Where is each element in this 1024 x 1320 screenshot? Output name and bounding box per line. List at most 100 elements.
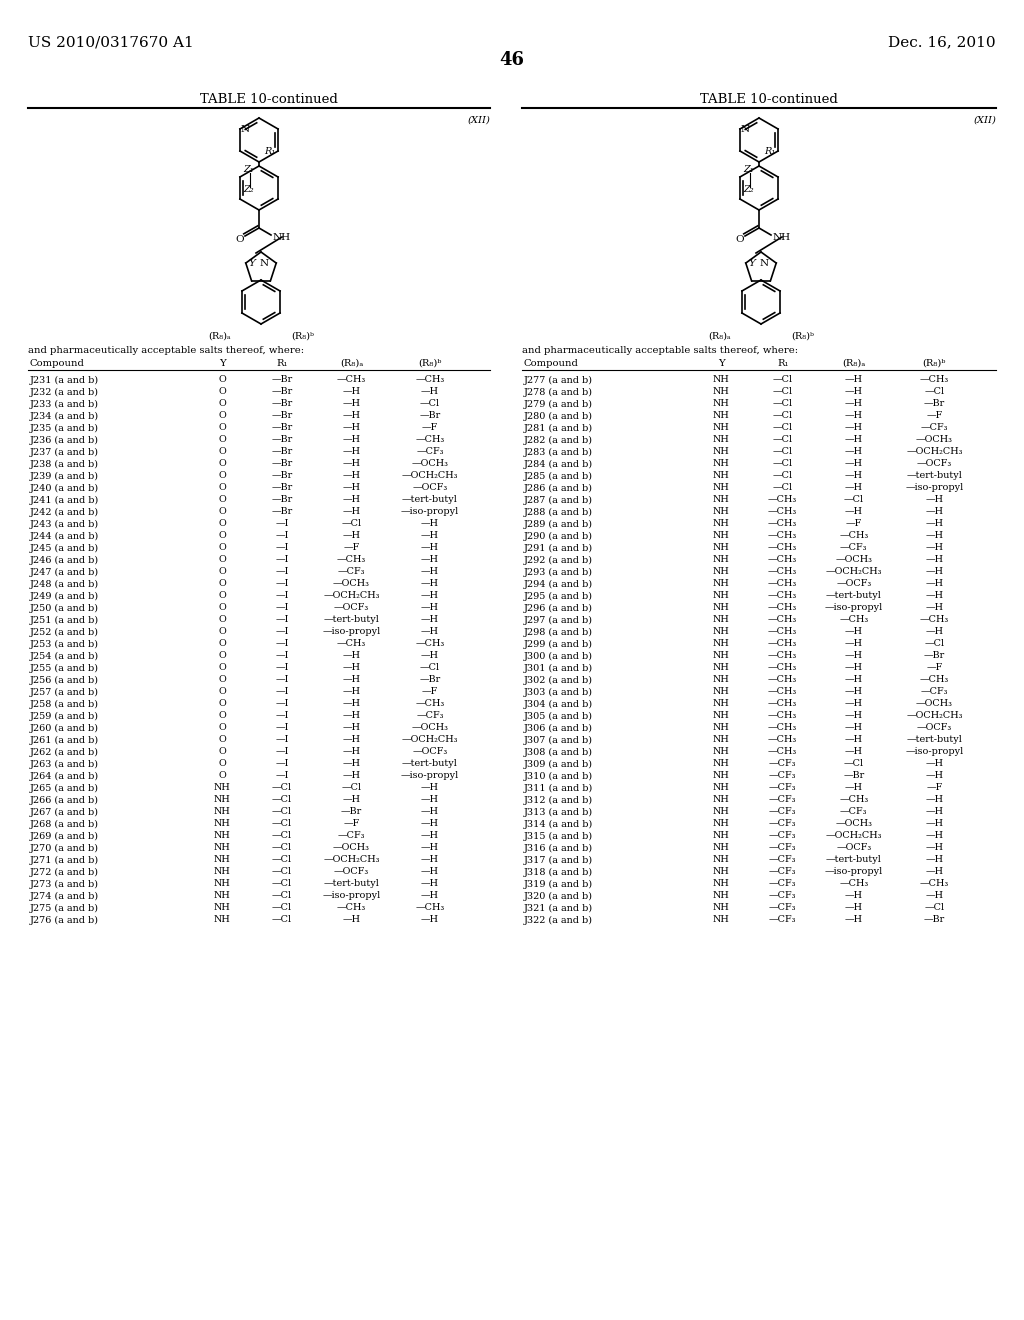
Text: (R₈)ₐ: (R₈)ₐ	[208, 333, 231, 341]
Text: —Cl: —Cl	[773, 483, 793, 492]
Text: —OCH₃: —OCH₃	[412, 723, 449, 733]
Text: —CH₃: —CH₃	[840, 879, 868, 888]
Text: —H: —H	[421, 520, 439, 528]
Text: —H: —H	[421, 855, 439, 865]
Text: —Br: —Br	[271, 507, 293, 516]
Text: O: O	[218, 495, 226, 504]
Text: —H: —H	[926, 544, 943, 553]
Text: —H: —H	[421, 867, 439, 876]
Text: J319 (a and b): J319 (a and b)	[524, 879, 593, 888]
Text: J302 (a and b): J302 (a and b)	[524, 676, 593, 685]
Text: NH: NH	[713, 375, 729, 384]
Text: NH: NH	[713, 400, 729, 408]
Text: O: O	[218, 388, 226, 396]
Text: J250 (a and b): J250 (a and b)	[30, 603, 99, 612]
Text: (R₈)ᵇ: (R₈)ᵇ	[418, 359, 441, 368]
Text: J235 (a and b): J235 (a and b)	[30, 424, 99, 433]
Text: —CH₃: —CH₃	[768, 711, 798, 721]
Text: (R₈)ₐ: (R₈)ₐ	[709, 333, 731, 341]
Text: NH: NH	[713, 483, 729, 492]
Text: —CH₃: —CH₃	[920, 676, 949, 685]
Text: —CH₃: —CH₃	[768, 627, 798, 636]
Text: NH: NH	[713, 688, 729, 697]
Text: O: O	[218, 735, 226, 744]
Text: NH: NH	[713, 723, 729, 733]
Text: —I: —I	[275, 735, 289, 744]
Text: J255 (a and b): J255 (a and b)	[30, 664, 99, 673]
Text: J266 (a and b): J266 (a and b)	[30, 796, 99, 805]
Text: —I: —I	[275, 568, 289, 577]
Text: —I: —I	[275, 627, 289, 636]
Text: O: O	[218, 771, 226, 780]
Text: J282 (a and b): J282 (a and b)	[524, 436, 593, 445]
Text: —CH₃: —CH₃	[768, 544, 798, 553]
Text: —H: —H	[845, 507, 863, 516]
Text: —CF₃: —CF₃	[769, 832, 797, 841]
Text: (XII): (XII)	[973, 116, 996, 125]
Text: —H: —H	[421, 879, 439, 888]
Text: NH: NH	[713, 388, 729, 396]
Text: —iso-propyl: —iso-propyl	[824, 867, 883, 876]
Text: —H: —H	[342, 759, 360, 768]
Text: —tert-butyl: —tert-butyl	[324, 615, 379, 624]
Text: —OCH₃: —OCH₃	[333, 579, 370, 589]
Text: —CF₃: —CF₃	[769, 843, 797, 853]
Text: —I: —I	[275, 579, 289, 589]
Text: —Cl: —Cl	[272, 832, 292, 841]
Text: NH: NH	[713, 495, 729, 504]
Text: —H: —H	[845, 483, 863, 492]
Text: O: O	[218, 723, 226, 733]
Text: —I: —I	[275, 771, 289, 780]
Text: NH: NH	[214, 891, 230, 900]
Text: J307 (a and b): J307 (a and b)	[524, 735, 593, 744]
Text: —Cl: —Cl	[773, 459, 793, 469]
Text: —CH₃: —CH₃	[768, 495, 798, 504]
Text: —H: —H	[421, 652, 439, 660]
Text: —OCH₂CH₃: —OCH₂CH₃	[906, 711, 963, 721]
Text: O: O	[218, 556, 226, 565]
Text: NH: NH	[713, 436, 729, 445]
Text: NH: NH	[214, 916, 230, 924]
Text: —CH₃: —CH₃	[768, 556, 798, 565]
Text: —OCF₃: —OCF₃	[837, 843, 871, 853]
Text: —H: —H	[926, 568, 943, 577]
Text: J257 (a and b): J257 (a and b)	[30, 688, 99, 697]
Text: NH: NH	[713, 664, 729, 672]
Text: NH: NH	[713, 615, 729, 624]
Text: —iso-propyl: —iso-propyl	[323, 891, 381, 900]
Text: —OCH₃: —OCH₃	[915, 700, 953, 709]
Text: NH: NH	[713, 867, 729, 876]
Text: J233 (a and b): J233 (a and b)	[30, 400, 99, 409]
Text: J286 (a and b): J286 (a and b)	[524, 483, 593, 492]
Text: —Cl: —Cl	[272, 879, 292, 888]
Text: —H: —H	[845, 747, 863, 756]
Text: O: O	[218, 520, 226, 528]
Text: J322 (a and b): J322 (a and b)	[524, 916, 593, 924]
Text: —Cl: —Cl	[773, 424, 793, 433]
Text: (XII): (XII)	[467, 116, 490, 125]
Text: —Br: —Br	[271, 471, 293, 480]
Text: Y: Y	[249, 259, 256, 268]
Text: NH: NH	[713, 832, 729, 841]
Text: —CF₃: —CF₃	[921, 424, 948, 433]
Text: —OCF₃: —OCF₃	[413, 483, 447, 492]
Text: —H: —H	[845, 388, 863, 396]
Text: —H: —H	[342, 771, 360, 780]
Text: O: O	[218, 759, 226, 768]
Text: O: O	[218, 412, 226, 421]
Text: 46: 46	[500, 51, 524, 69]
Text: —Cl: —Cl	[925, 903, 944, 912]
Text: —CF₃: —CF₃	[769, 867, 797, 876]
Text: —Cl: —Cl	[341, 520, 361, 528]
Text: —OCF₃: —OCF₃	[916, 459, 952, 469]
Text: J293 (a and b): J293 (a and b)	[524, 568, 593, 577]
Text: —H: —H	[845, 436, 863, 445]
Text: —H: —H	[342, 747, 360, 756]
Text: —Cl: —Cl	[272, 867, 292, 876]
Text: —H: —H	[926, 891, 943, 900]
Text: —CH₃: —CH₃	[768, 700, 798, 709]
Text: J301 (a and b): J301 (a and b)	[524, 664, 593, 673]
Text: R₁: R₁	[264, 147, 275, 156]
Text: —H: —H	[342, 507, 360, 516]
Text: —H: —H	[342, 495, 360, 504]
